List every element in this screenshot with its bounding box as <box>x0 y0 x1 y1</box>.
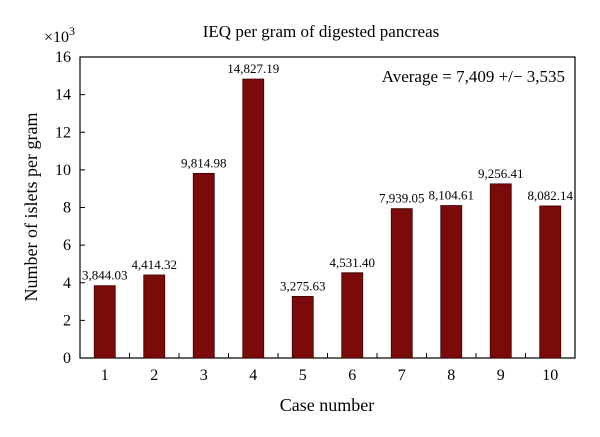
x-tick-label: 4 <box>249 367 257 384</box>
bar-value-label: 14,827.19 <box>227 61 279 76</box>
x-axis-title: Case number <box>280 395 374 415</box>
bar <box>143 274 166 359</box>
x-tick-label: 5 <box>299 367 307 384</box>
bar <box>539 205 562 359</box>
bar-value-label: 9,256.41 <box>478 166 524 181</box>
y-tick-label: 16 <box>55 49 71 66</box>
bar <box>242 78 265 359</box>
x-tick-label: 3 <box>200 367 208 384</box>
y-tick-label: 10 <box>55 162 71 179</box>
bar <box>93 285 116 359</box>
x-tick-label: 7 <box>398 367 406 384</box>
bar <box>390 208 413 359</box>
y-tick-label: 0 <box>63 350 71 367</box>
bar-value-label: 4,531.40 <box>330 255 376 270</box>
bar-value-label: 8,104.61 <box>429 188 475 203</box>
x-tick-label: 6 <box>348 367 356 384</box>
average-annotation: Average = 7,409 +/− 3,535 <box>382 67 565 86</box>
y-tick-label: 14 <box>55 87 71 104</box>
bar-value-label: 7,939.05 <box>379 191 425 206</box>
bar-value-label: 9,814.98 <box>181 155 227 170</box>
y-axis-title: Number of islets per gram <box>21 113 41 302</box>
bar-value-label: 3,844.03 <box>82 268 128 283</box>
y-tick-label: 6 <box>63 237 71 254</box>
bar <box>341 272 364 359</box>
bar <box>291 295 314 359</box>
x-tick-label: 10 <box>542 367 558 384</box>
bar <box>440 205 463 359</box>
y-axis-multiplier: ×103 <box>44 24 75 46</box>
y-ticks-group: 0 2 4 6 8 10 12 14 16 <box>55 49 85 367</box>
data-labels-group: 3,844.03 4,414.32 9,814.98 14,827.19 3,275.6… <box>82 61 574 293</box>
y-tick-label: 4 <box>63 275 71 292</box>
bars-group <box>93 78 562 359</box>
bar <box>489 183 512 359</box>
chart-title: IEQ per gram of digested pancreas <box>203 22 439 41</box>
bar-value-label: 4,414.32 <box>132 257 178 272</box>
x-tick-label: 9 <box>497 367 505 384</box>
x-ticks-group: 1 2 3 4 5 6 7 8 9 10 <box>101 353 576 384</box>
y-tick-label: 8 <box>63 200 71 217</box>
y-tick-label: 2 <box>63 312 71 329</box>
y-tick-label: 12 <box>55 124 71 141</box>
x-tick-label: 2 <box>150 367 158 384</box>
x-tick-label: 8 <box>447 367 455 384</box>
bar-value-label: 8,082.14 <box>528 188 574 203</box>
bar <box>192 172 215 359</box>
x-tick-label: 1 <box>101 367 109 384</box>
bar-value-label: 3,275.63 <box>280 278 326 293</box>
